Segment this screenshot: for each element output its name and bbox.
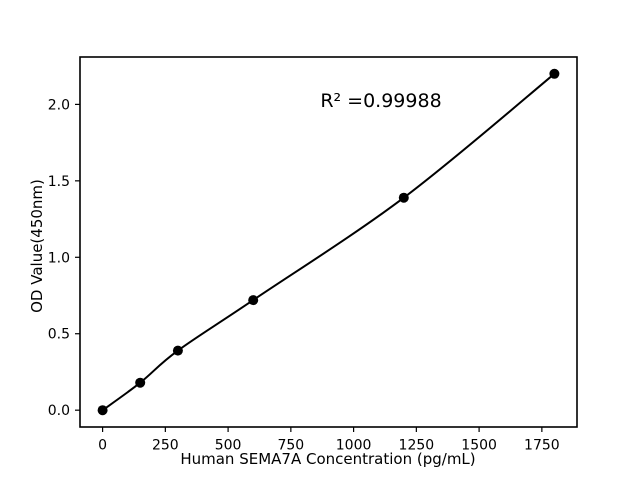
- data-point: [248, 295, 259, 306]
- x-tick-label: 1250: [399, 438, 435, 454]
- y-tick-label: 0.5: [48, 327, 70, 343]
- y-axis-title: OD Value(450nm): [28, 179, 46, 313]
- x-tick-label: 1500: [461, 438, 497, 454]
- y-tick-label: 1.5: [48, 174, 70, 190]
- y-tick-label: 0.0: [48, 403, 70, 419]
- x-axis-title: Human SEMA7A Concentration (pg/mL): [180, 450, 475, 468]
- plot-border: [79, 56, 578, 428]
- x-tick-label: 500: [215, 438, 242, 454]
- y-tick-label: 1.0: [48, 250, 70, 266]
- fit-line: [101, 72, 556, 412]
- x-tick-label: 1000: [336, 438, 372, 454]
- x-tick-label: 750: [277, 438, 304, 454]
- data-point: [172, 345, 183, 356]
- y-tick-label: 2.0: [48, 97, 70, 113]
- data-point: [549, 68, 560, 79]
- plot-area: 0 250 500 750 1000 1250 1500 1750 0.0 0.5 1.0 1.5 2.…: [48, 68, 560, 454]
- x-tick-label: 250: [152, 438, 179, 454]
- x-tick-label: 0: [98, 438, 107, 454]
- r-squared-annotation: R² =0.99988: [320, 90, 441, 112]
- data-point: [97, 405, 108, 416]
- data-point: [398, 192, 409, 203]
- x-tick-label: 1750: [524, 438, 560, 454]
- data-point: [135, 377, 146, 388]
